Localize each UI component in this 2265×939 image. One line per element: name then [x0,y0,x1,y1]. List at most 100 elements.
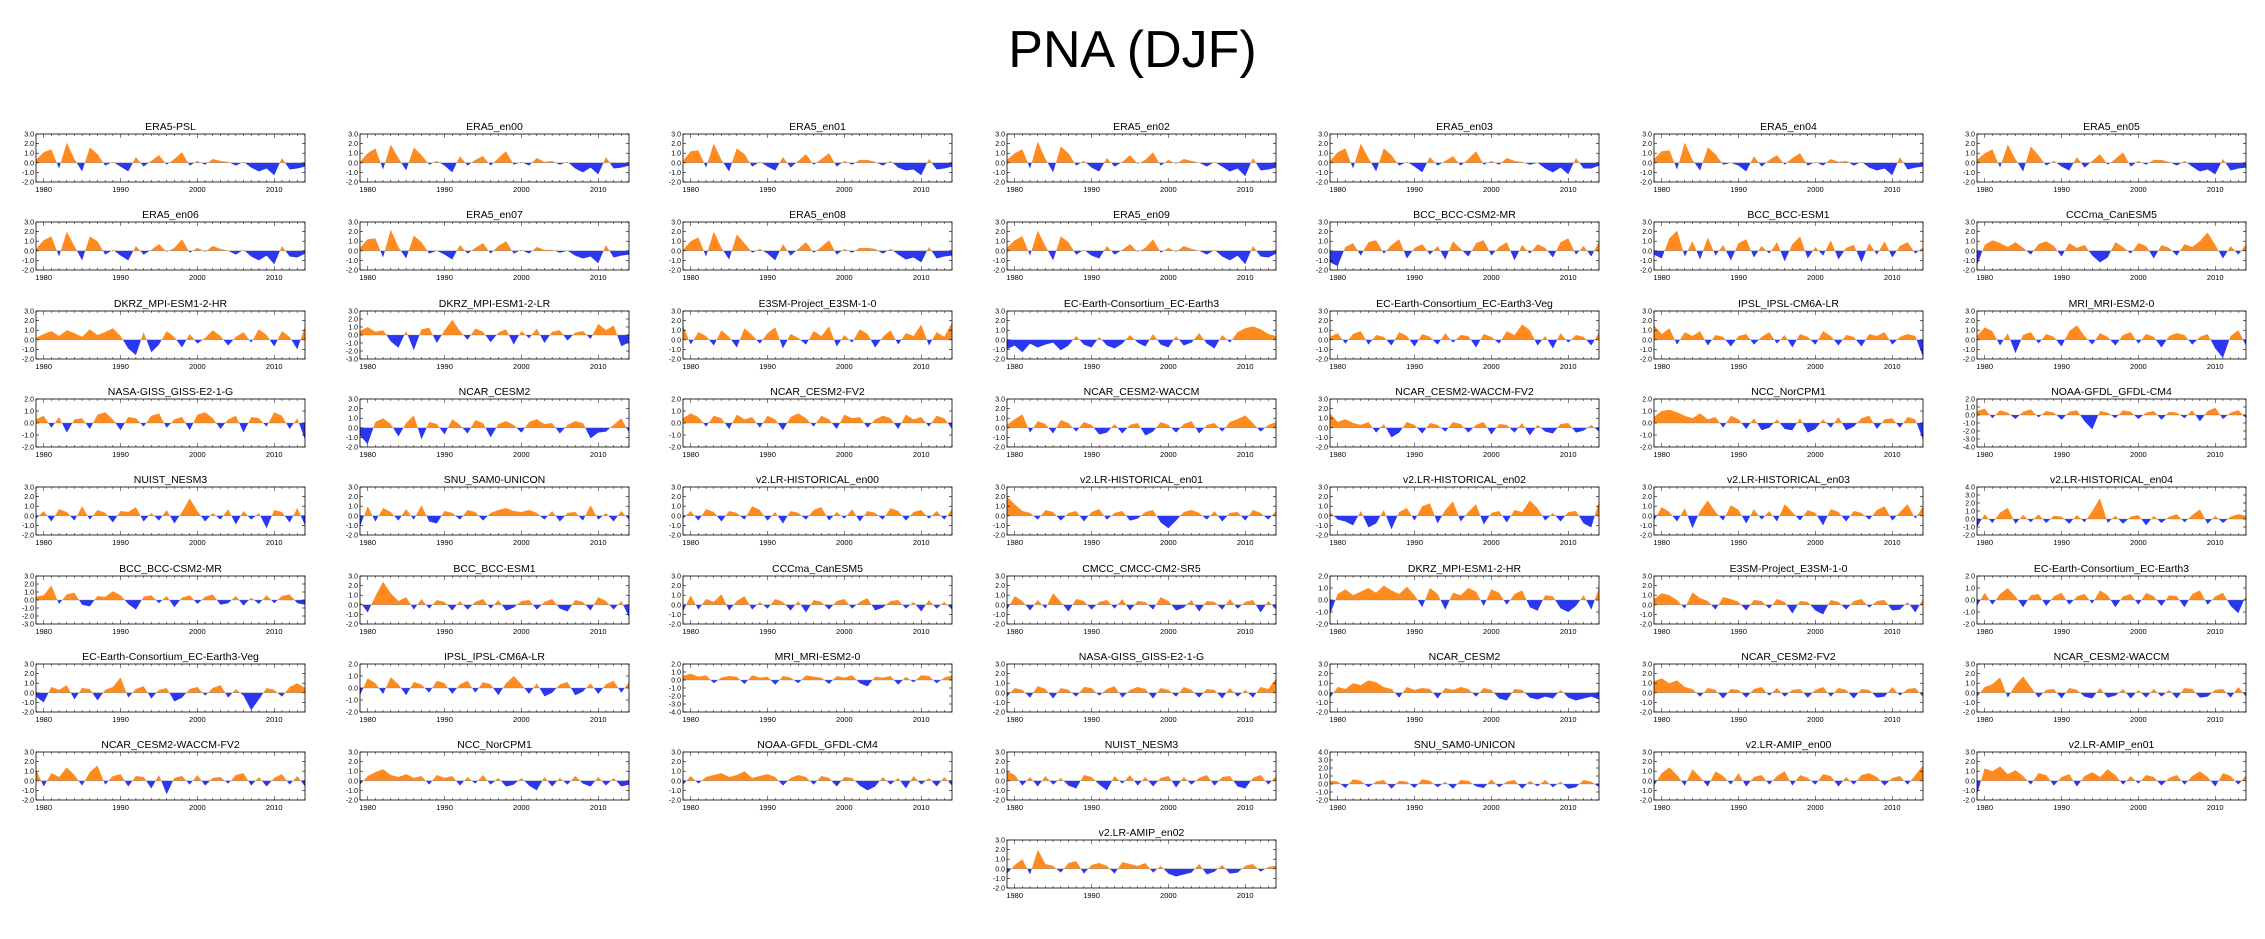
y-tick-label: 1.0 [1318,327,1328,334]
x-tick-label: 2010 [2207,450,2224,459]
x-tick-label: 1990 [759,715,776,724]
y-tick-label: -2.0 [1639,444,1651,451]
panel-title: NOAA-GFDL_GFDL-CM4 [2051,386,2172,398]
x-tick-label: 1980 [1006,185,1023,194]
y-tick-label: -1.0 [345,697,357,704]
x-tick-label: 1990 [2053,362,2070,371]
negative-area [1653,604,1923,614]
panel-34: v2.LR-HISTORICAL_en03 3.0 2.0 1.0 0.0 -1.0 -2.… [1639,474,1923,547]
y-tick-label: -1.0 [1963,346,1975,353]
x-tick-label: 2000 [189,627,206,636]
x-tick-label: 1990 [1730,538,1747,547]
y-tick-label: -1.0 [345,611,357,618]
y-tick-label: 2.0 [1318,494,1328,501]
negative-area [1330,692,1599,701]
plot-frame [1329,310,1600,359]
y-tick-label: 2.0 [671,661,681,668]
y-tick-label: 3.0 [671,308,681,315]
negative-area [1653,692,1923,699]
x-tick-label: 2000 [189,185,206,194]
x-tick-label: 1990 [759,362,776,371]
plot-frame [682,575,953,624]
y-tick-label: 1.0 [1965,327,1975,334]
y-tick-label: 2.0 [1965,396,1975,403]
negative-area [1653,339,1923,357]
x-tick-label: 2000 [1807,627,1824,636]
positive-area [359,505,629,516]
negative-area [683,339,952,349]
panel-title: CCCma_CanESM5 [772,563,863,575]
y-tick-label: 1.0 [995,592,1005,599]
x-tick-label: 1980 [1006,273,1023,282]
y-tick-label: -1.0 [992,611,1004,618]
y-tick-label: 3.0 [1318,308,1328,315]
panel-title: ERA5_en01 [789,121,846,133]
panel-28: NOAA-GFDL_GFDL-CM4 2.01.00.0-1.0-2.0-3.0-… [1963,386,2247,459]
y-tick-label: 2.0 [995,494,1005,501]
y-tick-label: 3.0 [995,573,1005,580]
y-tick-label: 1.0 [671,592,681,599]
y-tick-label: 3.0 [1965,493,1975,500]
y-tick-label: 3.0 [24,661,34,668]
x-tick-label: 1990 [436,538,453,547]
x-tick-label: 1990 [1083,185,1100,194]
y-tick-label: 2.0 [348,229,358,236]
positive-area [1977,324,2246,340]
y-tick-label: -1.0 [669,523,681,530]
negative-area [683,679,952,687]
x-tick-label: 1990 [1406,538,1423,547]
x-tick-label: 2000 [1160,185,1177,194]
x-tick-label: 2010 [1236,450,1253,459]
x-tick-label: 2000 [1160,538,1177,547]
panel-22: NASA-GISS_GISS-E2-1-G2.01.00.0-1.0-2.019… [22,386,306,459]
negative-area [359,604,629,617]
y-tick-label: 2.0 [348,494,358,501]
y-tick-label: -1.0 [22,432,34,439]
negative-area [36,251,305,265]
y-tick-label: -1.0 [669,611,681,618]
panel-title: NASA-GISS_GISS-E2-1-G [1078,651,1203,663]
y-tick-label: 2.0 [1642,494,1652,501]
negative-area [1977,519,2246,528]
y-tick-label: 2.0 [995,318,1005,325]
plot-frame [1006,133,1276,183]
x-tick-label: 2010 [1236,715,1253,724]
negative-area [1330,515,1599,530]
y-tick-label: 3.0 [348,485,358,492]
panel-31: v2.LR-HISTORICAL_en00 3.0 2.0 1.0 0.0 -1.0 -2.… [669,474,953,547]
positive-area [1977,498,2246,520]
positive-area [1330,500,1599,516]
x-tick-label: 1980 [1976,627,1993,636]
panel-title: BCC_BCC-ESM1 [453,563,535,575]
y-tick-label: -1.0 [22,605,34,612]
panel-36: BCC_BCC-CSM2-MR3.02.01.00.0-1.0-2.0-3.01… [22,563,306,636]
panel-title: v2.LR-HISTORICAL_en02 [1403,474,1526,486]
x-tick-label: 1980 [359,185,376,194]
y-tick-label: 2.0 [995,583,1005,590]
y-tick-label: -1.0 [22,523,34,530]
y-tick-label: 3.0 [995,485,1005,492]
x-tick-label: 1980 [35,273,52,282]
plot-frame [359,133,629,183]
y-tick-label: 0.0 [995,690,1005,697]
y-tick-label: 1.0 [995,151,1005,158]
x-tick-label: 1990 [1406,450,1423,459]
y-tick-label: 3.0 [995,308,1005,315]
y-tick-label: -2.0 [1639,268,1651,275]
panel-title: DKRZ_MPI-ESM1-2-HR [1408,563,1522,575]
y-tick-label: 0.0 [348,160,358,167]
y-tick-label: 2.0 [671,583,681,590]
x-tick-label: 2010 [1560,362,1577,371]
y-tick-label: 1.0 [1642,592,1652,599]
y-tick-label: -2.0 [1963,356,1975,363]
x-tick-label: 1990 [112,185,129,194]
x-tick-label: 1990 [2053,538,2070,547]
y-tick-label: 1.0 [995,416,1005,423]
x-tick-label: 1980 [1976,185,1993,194]
x-tick-label: 2010 [913,273,930,282]
y-tick-label: 2.0 [348,141,358,148]
negative-area [36,599,305,610]
positive-area [1006,496,1276,516]
